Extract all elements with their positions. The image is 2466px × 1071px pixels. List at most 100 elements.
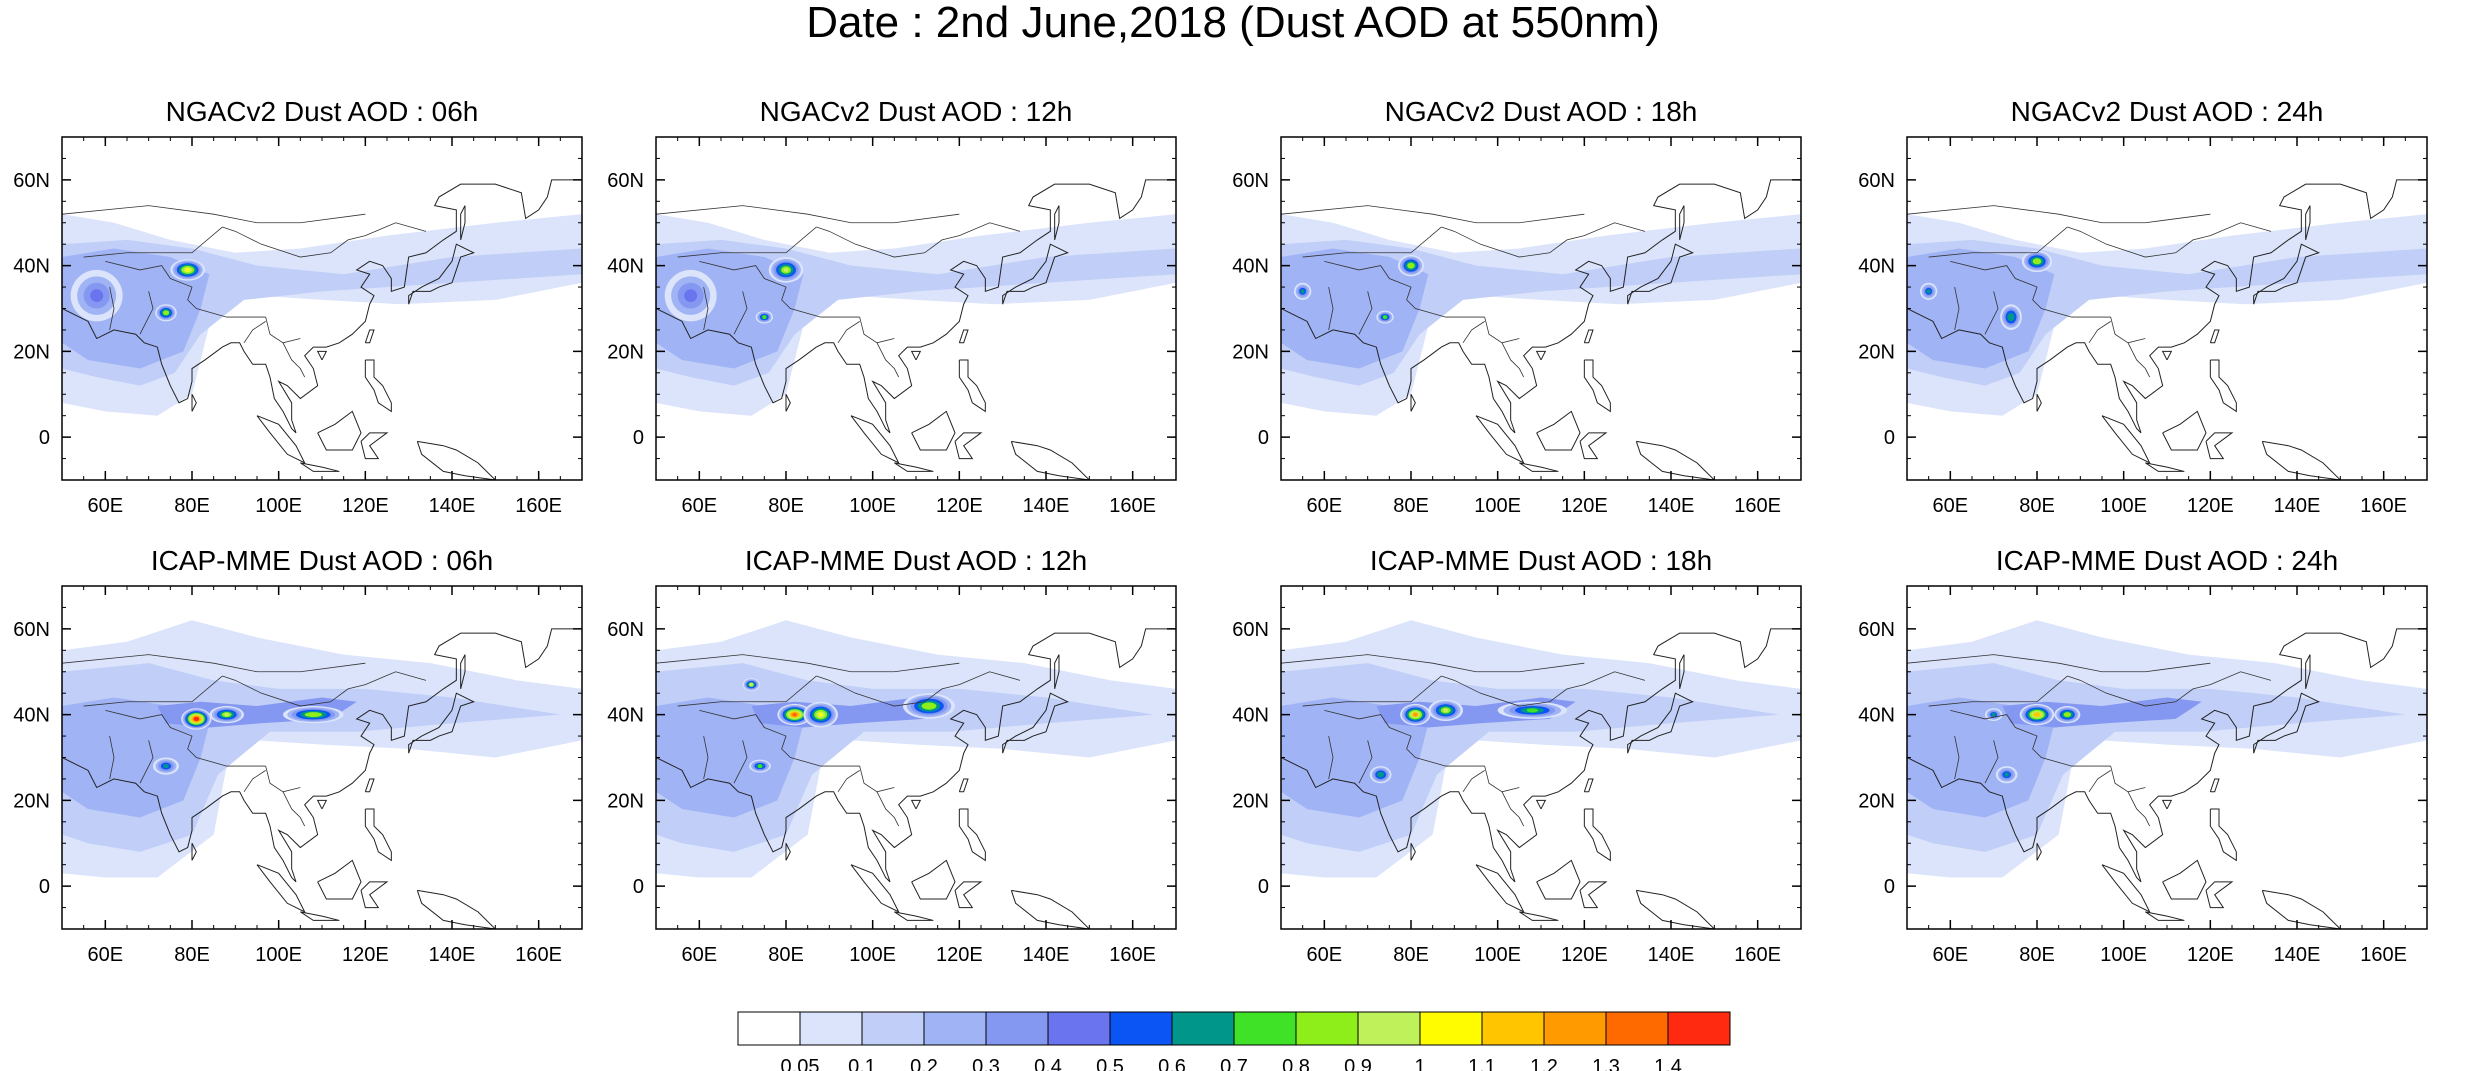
colorbar-swatch [1047,1011,1111,1046]
x-tick-label: 60E [1933,495,1969,517]
map-panel: NGACv2 Dust AOD : 06h 60E 80E 100E 120E 140E 1… [13,96,583,517]
coastline [1002,479,1048,480]
coastline [408,243,475,305]
coastline [958,808,986,862]
y-tick-label: 60N [1858,619,1895,641]
coastline [2253,928,2299,929]
coastline [2145,462,2185,472]
country-border [139,291,154,335]
x-tick-label: 120E [342,944,389,966]
aod-hotspot [925,704,933,709]
map-panel: ICAP-MME Dust AOD : 06h 60E 80E 100E 120E 140… [13,545,583,966]
country-border [1358,740,1373,784]
country-border [2110,316,2146,344]
country-border [1462,321,1485,344]
x-tick-label: 140E [1648,495,1695,517]
y-tick-label: 60N [607,170,644,192]
coastline [911,859,956,900]
x-tick-label: 160E [1109,944,1156,966]
coastline [850,415,900,464]
x-tick-label: 60E [682,495,718,517]
country-border [1984,291,1999,335]
y-tick-label: 40N [1232,256,1269,278]
aod-hotspot [2035,712,2039,717]
y-tick-label: 0 [39,427,50,449]
x-tick-label: 60E [88,495,124,517]
x-tick-label: 160E [1109,495,1156,517]
coastline [1627,243,1694,305]
coastline [2161,350,2173,361]
country-border [1928,226,2068,258]
aod-band-high [656,697,804,818]
y-tick-label: 40N [1858,256,1895,278]
coastline [1281,628,1801,883]
country-border [733,740,748,784]
aod-field [62,620,582,929]
colorbar-label: 0.9 [1344,1056,1372,1071]
aod-hotspot [1300,289,1305,294]
colorbar-swatch [861,1011,925,1046]
country-border [2088,770,2111,793]
aod-hotspot [185,267,190,272]
panel-title: ICAP-MME Dust AOD : 24h [1996,545,2338,576]
coastline [656,179,1176,434]
coastline [954,432,983,460]
country-border [816,222,1021,258]
y-tick-label: 20N [1232,341,1269,363]
aod-field [656,620,1176,929]
coastline [910,350,922,361]
panel-title: NGACv2 Dust AOD : 06h [166,96,479,127]
coastline [2209,808,2237,862]
country-border [1907,205,2211,224]
country-border [83,226,223,258]
country-border [1358,291,1373,335]
coastline [2253,243,2320,305]
aod-band-high [1281,248,1429,369]
coastline [2162,410,2207,451]
coastline [1583,329,1594,344]
country-border [1324,709,1485,767]
coastline [460,654,466,690]
country-border [265,765,301,793]
y-tick-label: 20N [1858,790,1895,812]
coastline [416,889,497,929]
x-tick-label: 160E [2360,944,2407,966]
coastline [300,462,340,472]
aod-hotspot [1413,712,1418,717]
aod-field [62,179,582,480]
coastline [408,692,475,754]
x-tick-label: 60E [88,944,124,966]
x-tick-label: 80E [1393,495,1429,517]
coastline [1410,394,1416,412]
colorbar-label: 0.5 [1096,1056,1124,1071]
country-border [1281,654,1585,673]
coastline [1907,628,2427,883]
coastline [1475,864,1525,913]
aod-hotspot [2009,314,2013,320]
coastline [317,410,362,451]
aod-hotspot [1409,263,1413,268]
country-border [876,342,900,378]
x-tick-label: 160E [2360,495,2407,517]
coastline [1535,350,1547,361]
country-border [265,316,301,344]
coastline [958,329,969,344]
y-tick-label: 20N [607,790,644,812]
colorbar-swatch [1171,1011,1235,1046]
y-tick-label: 40N [13,256,50,278]
coastline [894,462,934,472]
coastline [316,350,328,361]
aod-hotspot [1383,315,1387,320]
y-tick-label: 0 [633,876,644,898]
coastline [1627,692,1694,754]
country-border [677,226,817,258]
x-tick-label: 100E [849,944,896,966]
coastline [1679,205,1685,241]
country-border [105,709,266,767]
y-tick-label: 20N [13,341,50,363]
country-border [1501,342,1525,378]
x-tick-label: 140E [429,944,476,966]
colorbar-swatch [1605,1011,1669,1046]
country-border [2127,791,2151,827]
country-border [1928,675,2068,707]
